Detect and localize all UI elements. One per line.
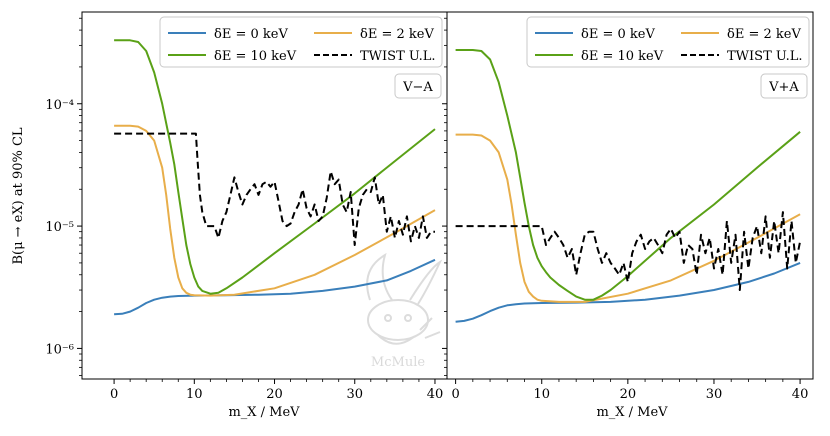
panel-left-series-3-line <box>114 132 435 246</box>
panel-left-ytick-label: 10⁻⁵ <box>45 220 74 235</box>
panel-right-series-3-line <box>455 211 802 291</box>
panel-right-series-2-line <box>455 49 801 301</box>
panel-right-tag-label: V+A <box>768 80 799 95</box>
panel-left-legend: δE = 0 keV δE = 2 keV δE = 10 keV TWIST U.L… <box>159 16 443 68</box>
panel-left-xtick-label: 30 <box>346 387 363 402</box>
panel-right-series <box>455 49 802 323</box>
panel-left-xtick-label: 40 <box>427 387 444 402</box>
panel-right: 0 10 20 30 40 m_X / MeV δE = 0 keV δE = 2 keV… <box>442 11 814 420</box>
panel-right-xtick-label: 20 <box>620 387 637 402</box>
panel-left-series-2-line <box>114 39 436 295</box>
panel-left-ylabel: B(μ → eX) at 90% CL <box>11 127 26 264</box>
panel-right-xlabel: m_X / MeV <box>596 405 668 420</box>
panel-left-legend-label-2: δE = 10 keV <box>214 49 297 64</box>
panel-left-xtick-label: 20 <box>266 387 283 402</box>
panel-left-legend-label-3: TWIST U.L. <box>360 49 436 64</box>
panel-left-ytick-label: 10⁻⁶ <box>45 342 74 357</box>
panel-left-xtick-label: 0 <box>110 387 118 402</box>
panel-right-tag: V+A <box>760 73 808 99</box>
panel-right-xtick-label: 0 <box>451 387 459 402</box>
panel-right-grid-ticks: 0 10 20 30 40 <box>442 17 809 402</box>
panel-left-legend-frame <box>159 16 443 68</box>
panel-right-series-0-line <box>455 261 801 323</box>
watermark-text: McMule <box>371 355 425 370</box>
panel-left-series-0-line <box>114 258 436 316</box>
panel-right-legend-label-0: δE = 0 keV <box>581 27 655 42</box>
panel-right-legend-label-1: δE = 2 keV <box>727 27 801 42</box>
panel-right-legend-frame <box>526 16 810 68</box>
panel-left-series <box>114 39 436 316</box>
panel-left-series-1-line <box>114 124 436 297</box>
panel-right-frame <box>446 11 814 380</box>
panel-left-legend-label-0: δE = 0 keV <box>214 27 288 42</box>
panel-left-legend-label-1: δE = 2 keV <box>360 27 434 42</box>
panel-right-xtick-label: 10 <box>533 387 550 402</box>
panel-left-xtick-label: 10 <box>186 387 203 402</box>
panel-right-series-1-line <box>455 133 801 303</box>
mcmule-watermark-icon <box>366 252 443 345</box>
panel-right-xtick-label: 30 <box>706 387 723 402</box>
panel-right-xtick-label: 40 <box>792 387 809 402</box>
panel-right-legend: δE = 0 keV δE = 2 keV δE = 10 keV TWIST U.L… <box>526 16 810 68</box>
panel-left: 0 10 20 30 40 10⁻⁶ 10⁻⁵ 10⁻⁴ B(μ → eX) at 90% C… <box>11 11 448 420</box>
panel-left-xlabel: m_X / MeV <box>228 405 300 420</box>
panel-right-legend-label-2: δE = 10 keV <box>581 49 664 64</box>
panel-left-tag: V−A <box>394 73 442 99</box>
panel-left-grid-ticks: 0 10 20 30 40 10⁻⁶ 10⁻⁵ 10⁻⁴ <box>45 17 444 402</box>
panel-left-ytick-label: 10⁻⁴ <box>45 98 74 113</box>
panel-right-legend-label-3: TWIST U.L. <box>727 49 803 64</box>
panel-left-tag-label: V−A <box>402 80 433 95</box>
